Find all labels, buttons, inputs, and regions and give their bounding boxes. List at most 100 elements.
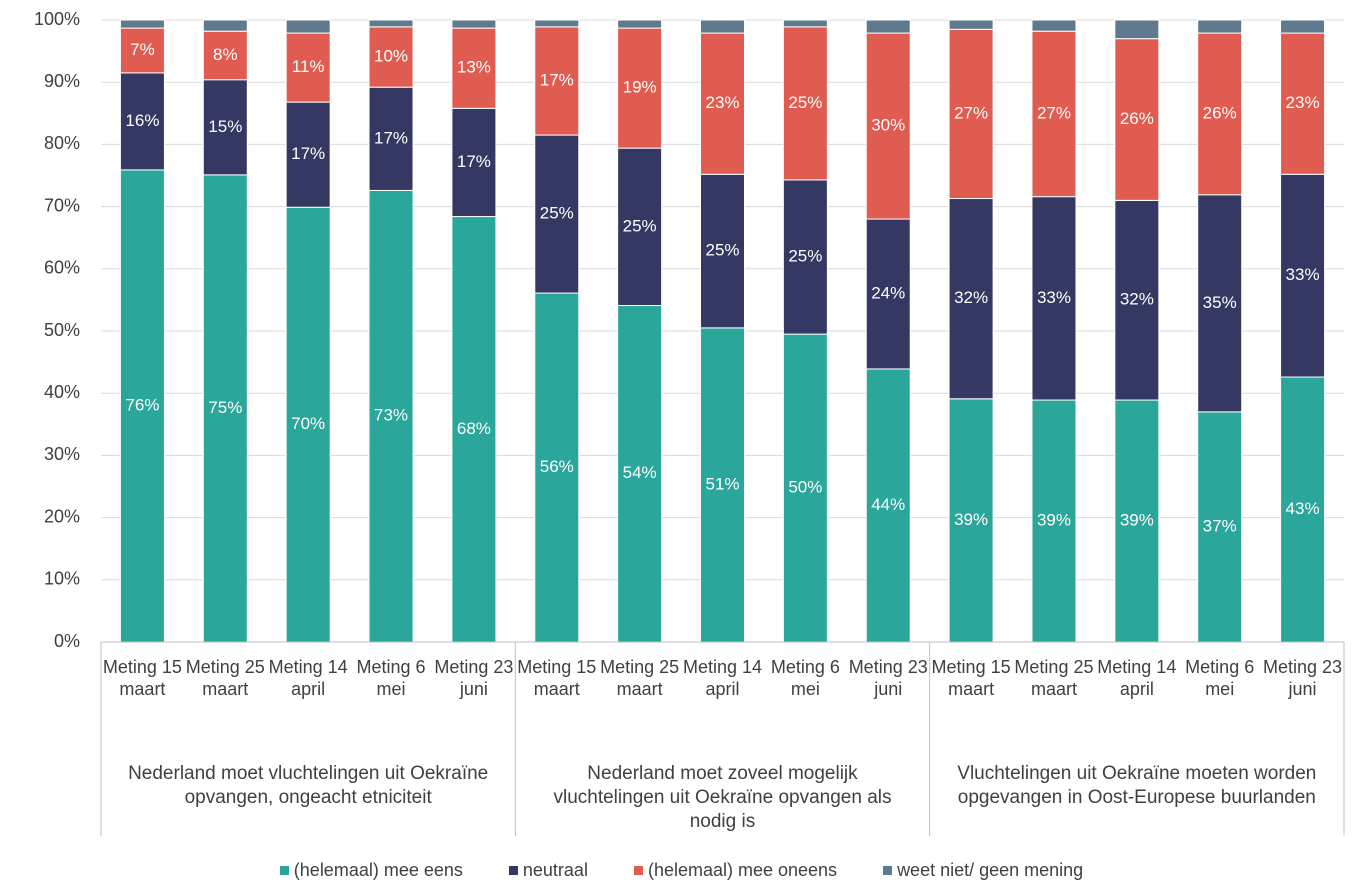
y-tick-label: 80% bbox=[44, 133, 80, 153]
y-tick-label: 70% bbox=[44, 195, 80, 215]
bar-segment bbox=[1031, 30, 1077, 198]
bar-segment bbox=[1114, 19, 1160, 40]
data-label: 70% bbox=[291, 414, 325, 433]
data-label: 26% bbox=[1203, 103, 1237, 122]
x-tick-label: Meting 6 mei bbox=[770, 657, 840, 699]
legend-item: neutraal bbox=[508, 860, 588, 881]
bar-segment bbox=[534, 292, 580, 643]
legend-item: (helemaal) mee eens bbox=[279, 860, 463, 881]
data-label: 39% bbox=[954, 510, 988, 529]
data-label: 37% bbox=[1203, 516, 1237, 535]
bar-segment bbox=[119, 19, 165, 29]
bar-segment bbox=[617, 147, 663, 306]
bar-segment bbox=[451, 216, 497, 643]
x-tick-label: Meting 14 april bbox=[1097, 657, 1177, 699]
bar-segment bbox=[617, 19, 663, 29]
data-label: 23% bbox=[1286, 93, 1320, 112]
legend-item: weet niet/ geen mening bbox=[883, 860, 1083, 881]
bar-segment bbox=[1280, 32, 1326, 175]
data-label: 68% bbox=[457, 419, 491, 438]
y-tick-label: 30% bbox=[44, 444, 80, 464]
legend-swatch bbox=[633, 866, 643, 875]
bar-segment bbox=[1197, 19, 1243, 34]
data-label: 24% bbox=[871, 283, 905, 302]
y-tick-label: 50% bbox=[44, 320, 80, 340]
data-label: 43% bbox=[1286, 499, 1320, 518]
data-label: 17% bbox=[457, 152, 491, 171]
data-label: 26% bbox=[1120, 109, 1154, 128]
data-label: 51% bbox=[705, 474, 739, 493]
bar-segment bbox=[285, 19, 331, 34]
bar-segment bbox=[865, 218, 911, 370]
bar-segment bbox=[119, 27, 165, 74]
data-label: 17% bbox=[291, 144, 325, 163]
data-label: 76% bbox=[125, 395, 159, 414]
data-label: 32% bbox=[954, 288, 988, 307]
bar-segment bbox=[1280, 19, 1326, 34]
bar-segment bbox=[119, 169, 165, 643]
group-label: Nederland moet vluchtelingen uit Oekraïn… bbox=[128, 763, 489, 808]
data-label: 27% bbox=[954, 103, 988, 122]
legend-label: (helemaal) mee eens bbox=[293, 860, 463, 880]
bar-segment bbox=[1031, 196, 1077, 401]
data-label: 54% bbox=[623, 463, 657, 482]
data-label: 32% bbox=[1120, 290, 1154, 309]
data-label: 19% bbox=[623, 78, 657, 97]
x-tick-label: Meting 25 maart bbox=[185, 657, 265, 699]
bar-segment bbox=[948, 28, 994, 200]
data-label: 13% bbox=[457, 58, 491, 77]
data-label: 56% bbox=[540, 457, 574, 476]
bar-segment bbox=[1197, 411, 1243, 643]
y-tick-label: 0% bbox=[54, 631, 80, 651]
x-tick-label: Meting 25 maart bbox=[600, 657, 680, 699]
bar-segment bbox=[1197, 194, 1243, 413]
bar-segment bbox=[285, 32, 331, 103]
bar-segment bbox=[1114, 199, 1160, 401]
bar-segment bbox=[202, 174, 248, 643]
data-label: 11% bbox=[292, 57, 325, 76]
data-label: 17% bbox=[374, 128, 408, 147]
data-label: 25% bbox=[705, 241, 739, 260]
data-label: 30% bbox=[871, 116, 905, 135]
bar-segment bbox=[451, 19, 497, 29]
y-tick-label: 60% bbox=[44, 258, 80, 278]
bar-segment bbox=[368, 19, 414, 28]
data-label: 75% bbox=[208, 398, 242, 417]
bar-segment bbox=[782, 19, 828, 28]
bar-segment bbox=[865, 32, 911, 220]
data-label: 33% bbox=[1286, 265, 1320, 284]
x-tick-label: Meting 15 maart bbox=[102, 657, 182, 699]
data-label: 10% bbox=[374, 46, 408, 65]
legend-swatch bbox=[883, 866, 893, 875]
x-tick-label: Meting 23 juni bbox=[1263, 657, 1343, 699]
x-tick-label: Meting 15 maart bbox=[517, 657, 597, 699]
legend: (helemaal) mee eens neutraal (helemaal) me… bbox=[0, 860, 1363, 881]
group-label: Nederland moet zoveel mogelijk vluchteli… bbox=[553, 763, 892, 832]
x-tick-label: Meting 25 maart bbox=[1014, 657, 1094, 699]
data-label: 73% bbox=[374, 406, 408, 425]
x-tick-label: Meting 6 mei bbox=[356, 657, 426, 699]
bar-segment bbox=[1280, 376, 1326, 643]
bar-segment bbox=[700, 19, 745, 34]
bar-segment bbox=[1031, 19, 1077, 32]
legend-label: (helemaal) mee oneens bbox=[647, 860, 838, 880]
bar-segment bbox=[948, 398, 994, 643]
data-label: 39% bbox=[1037, 511, 1071, 530]
data-label: 25% bbox=[623, 216, 657, 235]
data-label: 39% bbox=[1120, 511, 1154, 530]
bar-segment bbox=[865, 19, 911, 34]
bar-segment bbox=[202, 19, 248, 32]
legend-label: neutraal bbox=[522, 860, 588, 880]
data-label: 27% bbox=[1037, 103, 1071, 122]
data-label: 25% bbox=[788, 93, 822, 112]
x-tick-label: Meting 14 april bbox=[682, 657, 763, 699]
data-label: 33% bbox=[1037, 288, 1071, 307]
bar-segment bbox=[782, 26, 828, 181]
bar-segment bbox=[948, 19, 994, 30]
y-tick-label: 90% bbox=[44, 71, 80, 91]
bar-segment bbox=[700, 327, 745, 643]
legend-item: (helemaal) mee oneens bbox=[633, 860, 838, 881]
data-label: 15% bbox=[208, 117, 242, 136]
bar-segment bbox=[368, 86, 414, 191]
